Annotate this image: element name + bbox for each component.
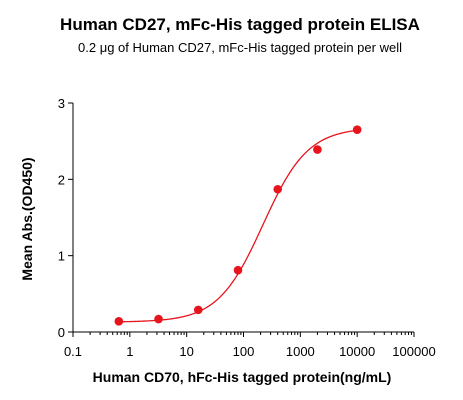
- x-axis-label: Human CD70, hFc-His tagged protein(ng/mL…: [93, 369, 392, 385]
- plot-area: 0.1 1 10 100 1000 10000 100000 0 1 2 3: [58, 96, 436, 359]
- x-tick-label: 10: [179, 344, 193, 359]
- data-point: [313, 145, 322, 154]
- chart-subtitle: 0.2 μg of Human CD27, mFc-His tagged pro…: [78, 40, 402, 55]
- y-tick-label: 1: [58, 249, 65, 264]
- x-tick-label: 0.1: [64, 344, 82, 359]
- x-tick-label: 100000: [392, 344, 435, 359]
- x-tick-label: 10000: [339, 344, 375, 359]
- chart-title: Human CD27, mFc-His tagged protein ELISA: [60, 15, 420, 34]
- y-tick-label: 0: [58, 325, 65, 340]
- fit-curve: [118, 129, 358, 323]
- data-point: [154, 314, 163, 324]
- x-tick-label: 1: [126, 344, 133, 359]
- data-point: [233, 265, 243, 275]
- data-point: [352, 125, 362, 135]
- data-point: [193, 305, 203, 315]
- data-point: [273, 184, 283, 194]
- x-tick-label: 1000: [286, 344, 315, 359]
- data-point: [114, 317, 124, 326]
- y-axis-label: Mean Abs.(OD450): [19, 157, 35, 280]
- x-tick-label: 100: [233, 344, 255, 359]
- y-tick-label: 3: [58, 96, 65, 111]
- y-tick-label: 2: [58, 172, 65, 187]
